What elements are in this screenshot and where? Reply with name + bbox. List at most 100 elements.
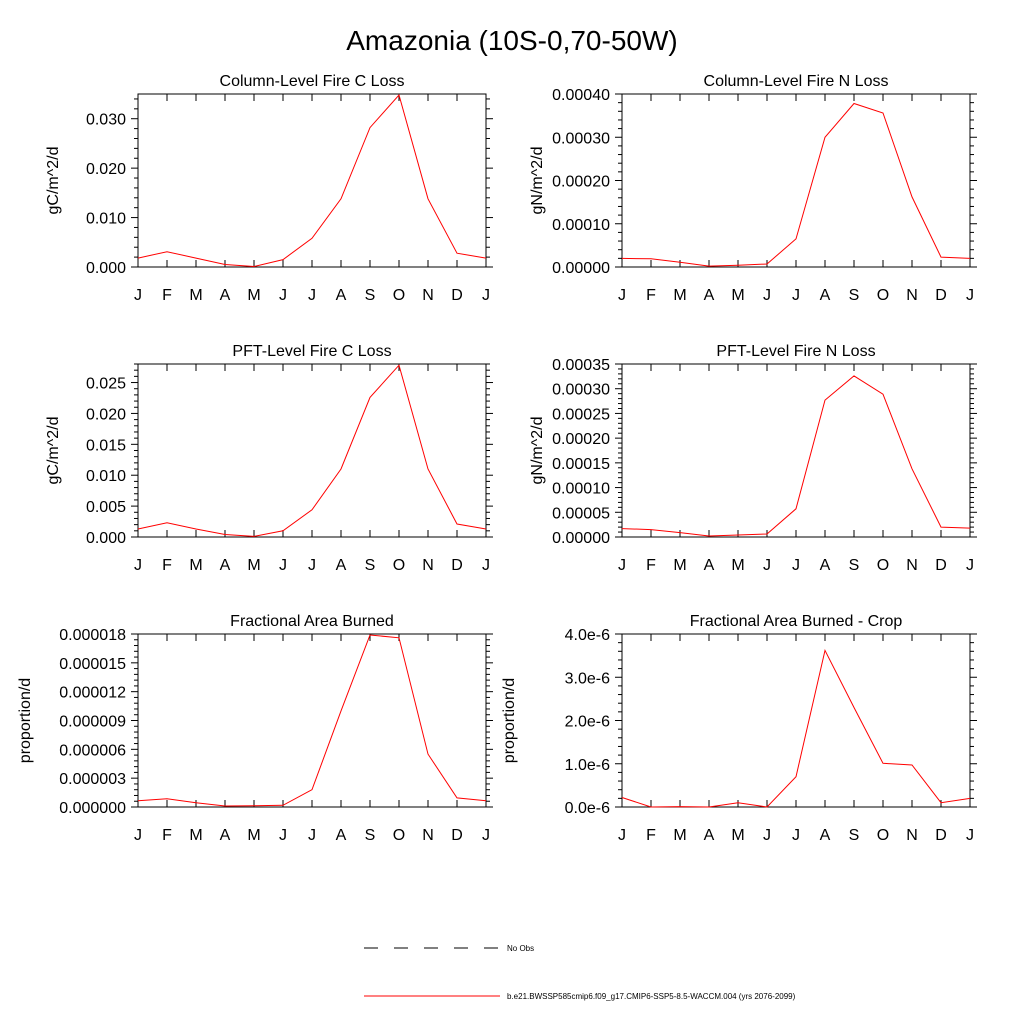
- legend-no-obs-label: No Obs: [507, 944, 534, 953]
- y-axis-label: gC/m^2/d: [45, 147, 62, 215]
- y-tick-label: 0.000009: [59, 714, 126, 731]
- x-tick-label: J: [763, 827, 771, 844]
- x-tick-label: M: [673, 287, 686, 304]
- y-axis-label: gN/m^2/d: [529, 147, 546, 215]
- x-tick-label: J: [618, 827, 626, 844]
- x-tick-label: M: [731, 827, 744, 844]
- x-tick-label: J: [792, 287, 800, 304]
- y-tick-label: 0.00010: [552, 217, 610, 234]
- x-tick-label: J: [308, 557, 316, 574]
- x-tick-label: A: [220, 287, 231, 304]
- series-line: [621, 375, 971, 537]
- x-tick-label: J: [134, 827, 142, 844]
- figure-title: Amazonia (10S-0,70-50W): [346, 25, 677, 56]
- x-tick-label: J: [966, 827, 974, 844]
- x-tick-label: M: [189, 827, 202, 844]
- x-tick-label: N: [906, 827, 918, 844]
- panel-title: Column-Level Fire C Loss: [220, 73, 405, 90]
- y-tick-label: 0.010: [86, 211, 126, 228]
- x-tick-label: J: [134, 557, 142, 574]
- series-line: [137, 93, 487, 268]
- y-tick-label: 0.000000: [59, 800, 126, 817]
- x-tick-label: A: [220, 827, 231, 844]
- y-tick-label: 0.005: [86, 499, 126, 516]
- y-tick-label: 0.00040: [552, 87, 610, 104]
- panel-3: J F M A M J J A S O N D J0.0000.0050.0100.0150.0200.…: [45, 343, 493, 574]
- plot-frame: [137, 633, 487, 808]
- x-tick-label: O: [393, 287, 405, 304]
- x-tick-label: M: [731, 287, 744, 304]
- x-tick-label: M: [673, 557, 686, 574]
- x-tick-label: A: [820, 287, 831, 304]
- x-tick-label: A: [220, 557, 231, 574]
- x-tick-label: F: [162, 287, 172, 304]
- y-axis-label: gN/m^2/d: [529, 417, 546, 485]
- legend-model-label: b.e21.BWSSP585cmip6.f09_g17.CMIP6-SSP5-8…: [507, 992, 796, 1001]
- x-tick-label: J: [966, 287, 974, 304]
- x-tick-label: D: [451, 287, 463, 304]
- panel-2: J F M A M J J A S O N D J0.000000.000100.000200.0003…: [529, 73, 977, 304]
- y-axis-label: proportion/d: [501, 678, 518, 763]
- x-tick-label: N: [422, 287, 434, 304]
- y-tick-label: 0.020: [86, 406, 126, 423]
- x-tick-label: J: [482, 827, 490, 844]
- panel-title: Column-Level Fire N Loss: [704, 73, 889, 90]
- panels: J F M A M J J A S O N D J0.0000.0100.0200.030Column-…: [17, 73, 977, 844]
- x-tick-label: A: [820, 557, 831, 574]
- y-tick-label: 1.0e-6: [565, 757, 610, 774]
- x-tick-label: A: [704, 557, 715, 574]
- x-tick-label: J: [134, 287, 142, 304]
- y-tick-label: 0.010: [86, 468, 126, 485]
- x-tick-label: J: [763, 287, 771, 304]
- y-tick-label: 0.00030: [552, 382, 610, 399]
- plot-frame: [621, 363, 971, 538]
- series-line: [137, 634, 487, 807]
- y-tick-label: 0.000015: [59, 656, 126, 673]
- x-tick-label: J: [618, 287, 626, 304]
- y-tick-label: 0.000: [86, 530, 126, 547]
- x-tick-label: N: [422, 557, 434, 574]
- x-tick-label: A: [704, 287, 715, 304]
- x-tick-label: D: [451, 827, 463, 844]
- y-tick-label: 0.00000: [552, 530, 610, 547]
- x-tick-label: J: [482, 557, 490, 574]
- panel-title: Fractional Area Burned - Crop: [690, 613, 903, 630]
- y-tick-label: 0.00005: [552, 505, 610, 522]
- x-tick-label: J: [482, 287, 490, 304]
- x-tick-label: M: [731, 557, 744, 574]
- y-tick-label: 0.000012: [59, 685, 126, 702]
- x-tick-label: M: [189, 287, 202, 304]
- x-tick-label: S: [365, 557, 376, 574]
- x-tick-label: J: [279, 557, 287, 574]
- x-tick-label: S: [365, 827, 376, 844]
- y-tick-label: 0.020: [86, 161, 126, 178]
- y-tick-label: 0.015: [86, 437, 126, 454]
- x-tick-label: J: [279, 827, 287, 844]
- x-tick-label: J: [308, 287, 316, 304]
- y-tick-label: 0.00015: [552, 456, 610, 473]
- x-tick-label: M: [247, 287, 260, 304]
- x-tick-label: D: [935, 557, 947, 574]
- y-tick-label: 0.030: [86, 112, 126, 129]
- y-tick-label: 0.00020: [552, 174, 610, 191]
- x-tick-label: J: [279, 287, 287, 304]
- y-tick-label: 0.0e-6: [565, 800, 610, 817]
- series-line: [137, 364, 487, 537]
- x-tick-label: D: [935, 287, 947, 304]
- x-tick-label: A: [336, 557, 347, 574]
- plot-frame: [137, 93, 487, 268]
- x-tick-label: N: [422, 827, 434, 844]
- y-tick-label: 3.0e-6: [565, 670, 610, 687]
- x-tick-label: A: [336, 287, 347, 304]
- panel-4: J F M A M J J A S O N D J0.000000.000050.000100.0001…: [529, 343, 977, 574]
- x-tick-label: M: [189, 557, 202, 574]
- x-tick-label: M: [247, 827, 260, 844]
- x-tick-label: N: [906, 287, 918, 304]
- x-tick-label: S: [365, 287, 376, 304]
- x-tick-label: F: [646, 827, 656, 844]
- y-tick-label: 0.025: [86, 376, 126, 393]
- x-tick-label: F: [646, 287, 656, 304]
- y-tick-label: 0.00030: [552, 130, 610, 147]
- x-tick-label: N: [906, 557, 918, 574]
